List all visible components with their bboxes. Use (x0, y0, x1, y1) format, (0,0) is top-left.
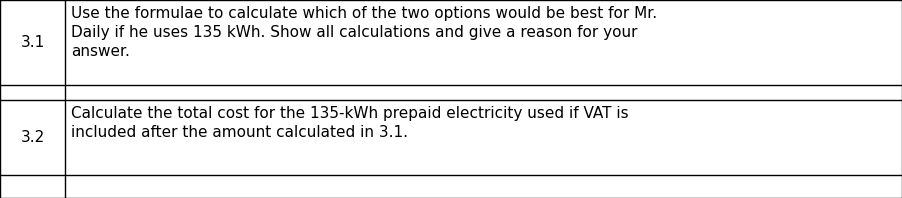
Text: Calculate the total cost for the 135-kWh prepaid electricity used if VAT is
incl: Calculate the total cost for the 135-kWh… (71, 106, 629, 140)
Text: Use the formulae to calculate which of the two options would be best for Mr.
Dai: Use the formulae to calculate which of t… (71, 6, 658, 59)
Text: 3.2: 3.2 (21, 130, 44, 145)
Text: 3.1: 3.1 (21, 35, 44, 50)
